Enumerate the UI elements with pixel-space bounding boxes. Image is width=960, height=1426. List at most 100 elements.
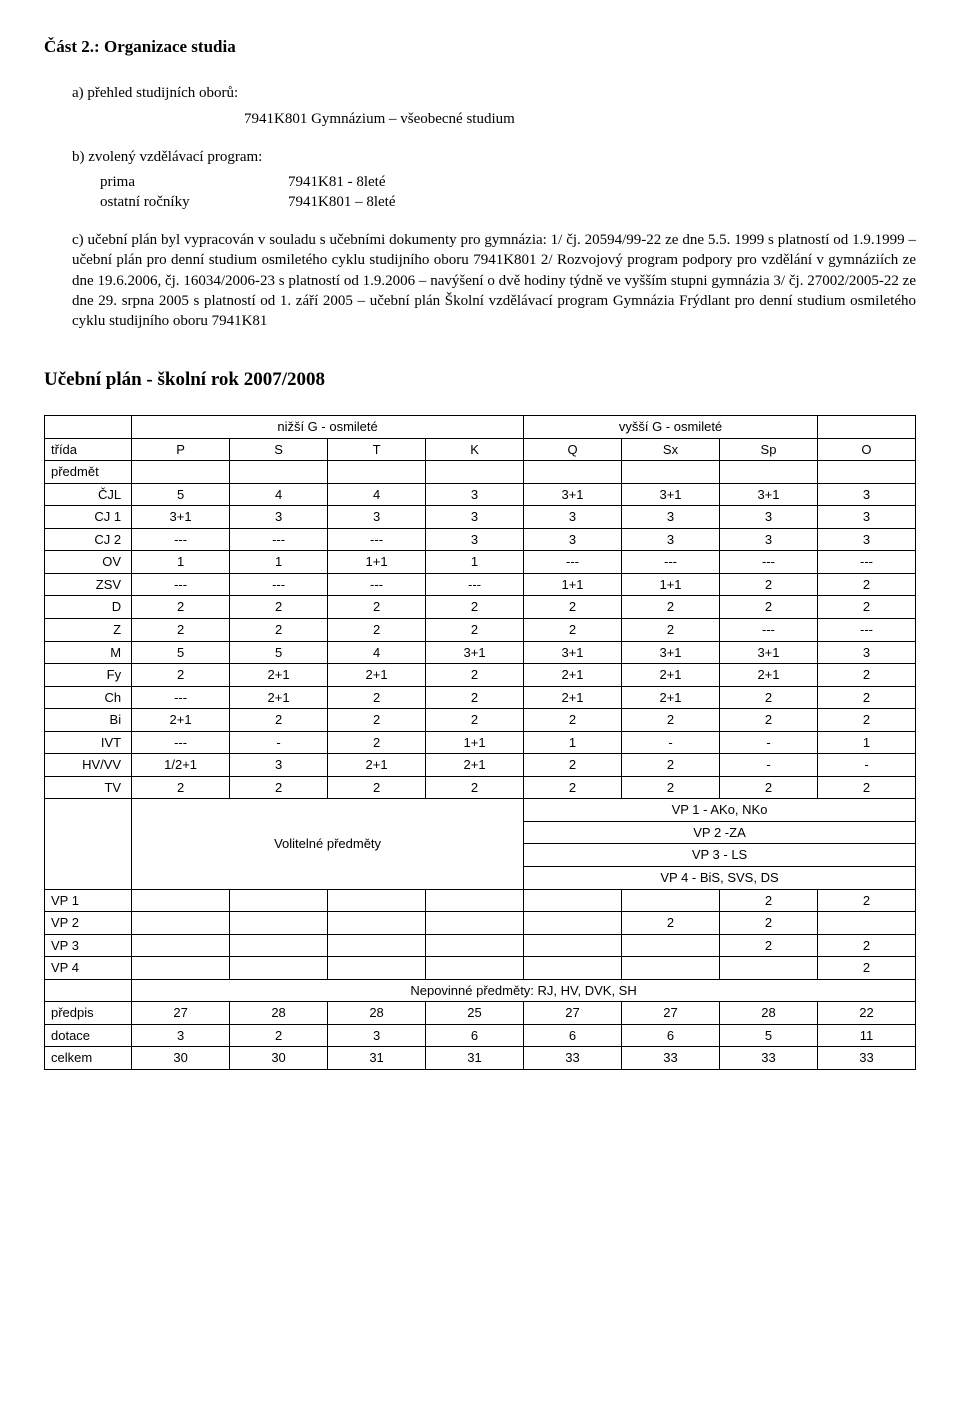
cell: 30: [132, 1047, 230, 1070]
table-row: VP 122: [45, 889, 916, 912]
cell: ---: [132, 731, 230, 754]
trida-label: třída: [45, 438, 132, 461]
vp-row-name: VP 3: [45, 934, 132, 957]
upper-group-header: vyšší G - osmileté: [524, 416, 818, 439]
cell: 2: [720, 934, 818, 957]
vp-line-1: VP 1 - AKo, NKo: [524, 799, 916, 822]
cell: [328, 912, 426, 935]
cell: 27: [524, 1002, 622, 1025]
cell: 3+1: [524, 483, 622, 506]
cell: 3: [720, 506, 818, 529]
cell: -: [230, 731, 328, 754]
cell: 2+1: [622, 664, 720, 687]
cell: [132, 889, 230, 912]
table-row: IVT----21+11--1: [45, 731, 916, 754]
group-header-row: nižší G - osmileté vyšší G - osmileté: [45, 416, 916, 439]
subject-name: Fy: [45, 664, 132, 687]
vp-row-name: VP 2: [45, 912, 132, 935]
cell: 2: [328, 619, 426, 642]
b-row2-col2: 7941K801 – 8leté: [288, 192, 395, 212]
cell: 3: [132, 1024, 230, 1047]
cell: 2: [230, 1024, 328, 1047]
table-row: předpis2728282527272822: [45, 1002, 916, 1025]
cell: 2: [230, 596, 328, 619]
table-row: VP 222: [45, 912, 916, 935]
cell: 3: [817, 641, 915, 664]
cell: [230, 912, 328, 935]
subject-name: CJ 2: [45, 528, 132, 551]
table-row: HV/VV1/2+132+12+122--: [45, 754, 916, 777]
vp-line-3: VP 3 - LS: [524, 844, 916, 867]
cell: 30: [230, 1047, 328, 1070]
cell: 3: [622, 506, 720, 529]
section-c-text: c) učební plán byl vypracován v souladu …: [72, 230, 916, 331]
section-a-label: a) přehled studijních oborů:: [72, 83, 916, 103]
cell: ---: [720, 619, 818, 642]
table-row: VP 3 22: [45, 934, 916, 957]
b-row1-col1: prima: [100, 172, 288, 192]
footer-row-name: předpis: [45, 1002, 132, 1025]
cell: 1: [426, 551, 524, 574]
cell: 28: [720, 1002, 818, 1025]
cell: 2: [426, 596, 524, 619]
cell: 2+1: [720, 664, 818, 687]
cell: 2: [426, 686, 524, 709]
cell: 2: [426, 664, 524, 687]
cell: 1: [230, 551, 328, 574]
cell: 2: [622, 709, 720, 732]
subject-name: Z: [45, 619, 132, 642]
cell: 2: [817, 686, 915, 709]
subject-name: Ch: [45, 686, 132, 709]
cell: 5: [230, 641, 328, 664]
cell: [426, 912, 524, 935]
table-row: Fy22+12+122+12+12+12: [45, 664, 916, 687]
cell: 2: [524, 709, 622, 732]
plan-heading: Učební plán - školní rok 2007/2008: [44, 367, 916, 393]
cell: 28: [328, 1002, 426, 1025]
table-row: dotace323666511: [45, 1024, 916, 1047]
cell: 2: [328, 596, 426, 619]
cell: ---: [230, 573, 328, 596]
cell: [230, 934, 328, 957]
cell: 1+1: [524, 573, 622, 596]
cell: ---: [132, 528, 230, 551]
cell: 33: [524, 1047, 622, 1070]
cell: [817, 912, 915, 935]
vp-line-4: VP 4 - BiS, SVS, DS: [524, 867, 916, 890]
table-row: OV111+11------------: [45, 551, 916, 574]
cell: 2: [230, 776, 328, 799]
cell: ---: [132, 573, 230, 596]
cell: 6: [622, 1024, 720, 1047]
cell: ---: [132, 686, 230, 709]
cell: 2: [720, 573, 818, 596]
cell: 28: [230, 1002, 328, 1025]
table-row: M5543+13+13+13+13: [45, 641, 916, 664]
col-K: K: [426, 438, 524, 461]
cell: [524, 957, 622, 980]
cell: ---: [817, 619, 915, 642]
cell: 2: [328, 776, 426, 799]
cell: 2: [328, 731, 426, 754]
cell: [426, 889, 524, 912]
cell: 2+1: [230, 686, 328, 709]
col-T: T: [328, 438, 426, 461]
cell: ---: [817, 551, 915, 574]
table-row: CJ 13+13333333: [45, 506, 916, 529]
cell: 33: [720, 1047, 818, 1070]
cell: 5: [132, 483, 230, 506]
vp-row-name: VP 4: [45, 957, 132, 980]
cell: 2: [817, 934, 915, 957]
cell: [524, 934, 622, 957]
cell: ---: [328, 573, 426, 596]
plan-table: nižší G - osmileté vyšší G - osmileté tř…: [44, 415, 916, 1070]
col-Q: Q: [524, 438, 622, 461]
cell: ---: [426, 573, 524, 596]
cell: 2: [817, 776, 915, 799]
cell: 1: [132, 551, 230, 574]
cell: [230, 889, 328, 912]
cell: 33: [817, 1047, 915, 1070]
cell: 2: [720, 686, 818, 709]
subject-name: TV: [45, 776, 132, 799]
cell: 2: [524, 596, 622, 619]
section-b-label: b) zvolený vzdělávací program:: [72, 147, 916, 167]
